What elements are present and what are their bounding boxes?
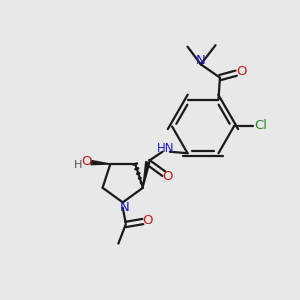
Text: O: O xyxy=(236,65,247,78)
Polygon shape xyxy=(91,160,110,165)
Text: N: N xyxy=(119,201,129,214)
Text: Cl: Cl xyxy=(254,119,268,132)
Polygon shape xyxy=(143,162,150,188)
Text: HN: HN xyxy=(157,142,174,155)
Text: O: O xyxy=(81,155,92,169)
Text: O: O xyxy=(162,170,173,183)
Text: H: H xyxy=(74,160,83,170)
Text: O: O xyxy=(142,214,153,227)
Text: N: N xyxy=(196,54,206,67)
